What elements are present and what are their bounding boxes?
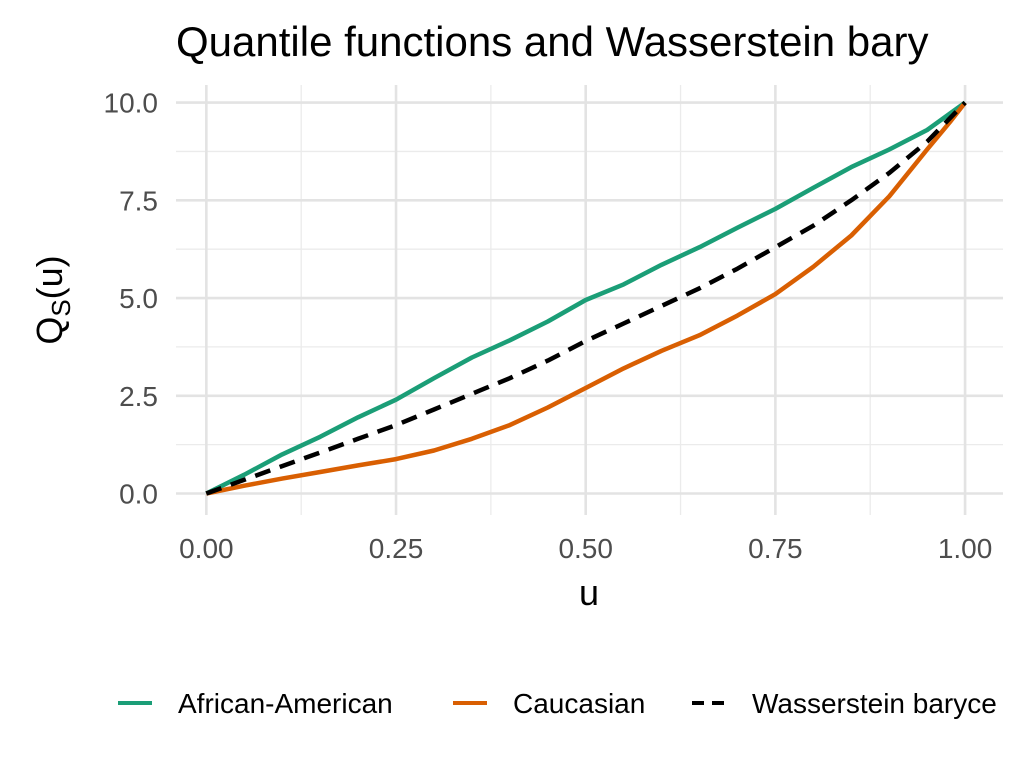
series-line-caucasian — [205, 101, 967, 496]
legend-label-african-american: African-American — [178, 688, 393, 719]
y-tick-label: 10.0 — [104, 88, 159, 119]
svg-text:QS(u): QS(u) — [29, 255, 76, 344]
x-axis-label: u — [579, 572, 599, 613]
series-line-african-american — [205, 100, 967, 496]
legend-label-caucasian: Caucasian — [513, 688, 645, 719]
legend: African-American Caucasian Wasserstein b… — [118, 688, 997, 719]
y-axis-label-suffix: (u) — [29, 255, 70, 299]
x-tick-label: 0.25 — [369, 533, 424, 564]
y-axis-label: QS(u) — [29, 255, 76, 344]
y-tick-label: 5.0 — [119, 283, 158, 314]
series-lines — [205, 100, 967, 496]
y-tick-label: 7.5 — [119, 185, 158, 216]
series-line-wasserstein-baryce — [205, 101, 967, 496]
x-tick-labels: 0.00 0.25 0.50 0.75 1.00 — [179, 533, 992, 564]
y-axis-label-subscript: S — [46, 299, 76, 316]
y-tick-labels: 0.0 2.5 5.0 7.5 10.0 — [104, 88, 159, 510]
x-tick-label: 0.75 — [748, 533, 803, 564]
x-tick-label: 0.00 — [179, 533, 234, 564]
y-tick-label: 0.0 — [119, 479, 158, 510]
x-tick-label: 0.50 — [558, 533, 613, 564]
legend-label-wasserstein: Wasserstein baryce — [752, 688, 997, 719]
y-tick-label: 2.5 — [119, 381, 158, 412]
chart-title: Quantile functions and Wasserstein bary — [176, 18, 929, 65]
y-axis-label-symbol: Q — [29, 317, 70, 345]
x-tick-label: 1.00 — [938, 533, 993, 564]
